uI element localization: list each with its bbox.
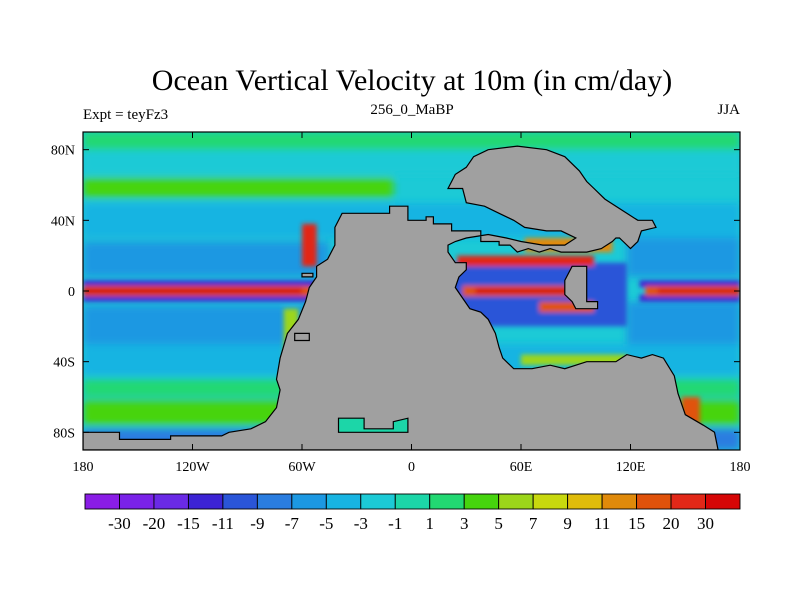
x-tick-label: 120E [616,460,646,475]
colorbar-label: -15 [177,514,200,533]
experiment-label: Expt = teyFz3 [83,107,168,123]
colorbar-label: -3 [354,514,368,533]
field-south-margin [521,354,627,366]
colorbar-label: -9 [250,514,264,533]
colorbar-swatch [291,493,327,510]
field-tethys-core [475,288,573,294]
colorbar-swatch [636,493,672,510]
colorbar-label: 11 [594,514,610,533]
x-tick-label: 180 [730,460,751,475]
colorbar-label: 3 [460,514,469,533]
age-label: 256_0_MaBP [370,102,453,118]
field-band-east-north [626,238,740,277]
colorbar-swatch [187,493,224,510]
colorbar-swatch [394,493,431,510]
field-band-arctic [83,132,740,150]
island-southwest [294,332,310,342]
land-mask [83,145,719,450]
colorbar-swatch [360,493,396,510]
field-eq-flank-south [83,294,321,302]
field-band-north-polar [83,149,740,175]
colorbar: -30 -20 -15 -11 -9 -7 -5 -3 -1 1 3 5 7 9 11 15 20 30 [84,493,741,533]
x-axis: 180 120W 60W 0 60E 120E 180 [73,132,751,475]
colorbar-label: 7 [529,514,538,533]
southern-inlet [337,417,409,433]
y-tick-label: 40N [51,214,75,229]
field-band-north-tropic [83,241,330,277]
field-eq-flank-east-n [639,280,740,288]
colorbar-swatch [601,493,638,510]
colorbar-swatch [463,493,500,510]
x-tick-label: 120W [175,460,210,475]
colorbar-label: 1 [425,514,434,533]
colorbar-label: 5 [494,514,503,533]
pangaea-landmass [83,145,719,450]
colorbar-label: -30 [108,514,131,533]
colorbar-swatch [256,493,293,510]
colorbar-label: -1 [388,514,402,533]
colorbar-swatch [498,493,534,510]
tethys-block [564,265,599,310]
field-band-north-upwelling [83,177,394,198]
colorbar-label: -5 [319,514,333,533]
colorbar-swatch [532,493,569,510]
island-west [301,272,314,278]
field-coastal-north [302,223,317,267]
x-tick-label: 0 [408,460,415,475]
colorbar-label: -11 [212,514,234,533]
colorbar-label: 15 [628,514,645,533]
x-tick-label: 60E [510,460,533,475]
colorbar-label: -7 [285,514,300,533]
colorbar-swatch [567,493,603,510]
field-eq-flank-east-s [639,294,740,302]
colorbar-swatch [429,493,465,510]
x-tick-label: 60W [288,460,316,475]
colorbar-swatch [119,493,155,510]
field-tethys-south-coast [539,301,594,313]
x-tick-label: 180 [73,460,94,475]
y-tick-label: 80S [53,426,75,441]
y-axis: 80N 40N 0 40S 80S [51,144,740,441]
field-band-east-south [626,301,740,344]
y-tick-label: 40S [53,356,75,371]
colorbar-label: -20 [143,514,166,533]
colorbar-label: 9 [563,514,572,533]
colorbar-swatch [670,493,706,510]
colorbar-swatch [705,493,741,510]
colorbar-label: 20 [663,514,680,533]
colorbar-swatch [222,493,258,510]
chart-title: Ocean Vertical Velocity at 10m (in cm/da… [152,64,672,97]
colorbar-swatch [153,493,189,510]
colorbar-swatch [325,493,362,510]
field-tethys-north-coast [457,255,594,267]
season-label: JJA [717,102,740,118]
field-eq-jet-core [83,288,302,294]
y-tick-label: 80N [51,144,75,159]
field-eq-flank-north [83,280,321,288]
field-eq-jet-east-core [657,288,740,294]
colorbar-label: 30 [697,514,714,533]
colorbar-swatch [84,493,120,510]
y-tick-label: 0 [68,285,75,300]
